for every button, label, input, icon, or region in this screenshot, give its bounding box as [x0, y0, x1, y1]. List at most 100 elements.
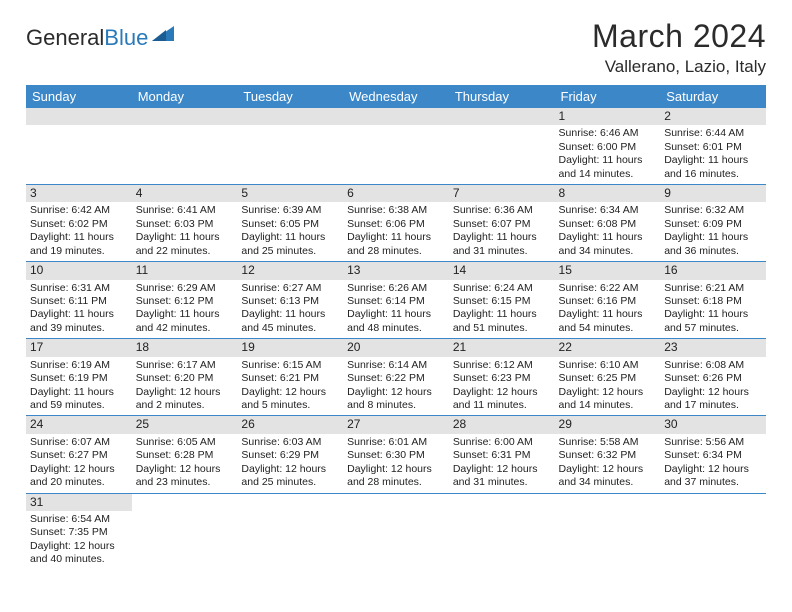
- sunset-line: Sunset: 6:29 PM: [241, 449, 339, 462]
- day-number: 4: [132, 185, 238, 202]
- daylight-line-1: Daylight: 12 hours: [241, 463, 339, 476]
- day-number-empty: [449, 108, 555, 125]
- calendar-table: SundayMondayTuesdayWednesdayThursdayFrid…: [26, 85, 766, 570]
- calendar-day-cell: 17Sunrise: 6:19 AMSunset: 6:19 PMDayligh…: [26, 339, 132, 416]
- daylight-line-1: Daylight: 12 hours: [347, 386, 445, 399]
- daylight-line-1: Daylight: 12 hours: [453, 463, 551, 476]
- sunrise-line: Sunrise: 6:44 AM: [664, 127, 762, 140]
- calendar-day-cell: 25Sunrise: 6:05 AMSunset: 6:28 PMDayligh…: [132, 416, 238, 493]
- sunset-line: Sunset: 6:05 PM: [241, 218, 339, 231]
- daylight-line-2: and 45 minutes.: [241, 322, 339, 335]
- daylight-line-2: and 2 minutes.: [136, 399, 234, 412]
- sunrise-line: Sunrise: 6:01 AM: [347, 436, 445, 449]
- daylight-line-1: Daylight: 11 hours: [559, 231, 657, 244]
- weekday-header: Wednesday: [343, 85, 449, 108]
- calendar-day-cell: [132, 493, 238, 570]
- day-number: 13: [343, 262, 449, 279]
- sunrise-line: Sunrise: 6:21 AM: [664, 282, 762, 295]
- daylight-line-2: and 28 minutes.: [347, 476, 445, 489]
- day-number: 19: [237, 339, 343, 356]
- daylight-line-1: Daylight: 11 hours: [664, 231, 762, 244]
- calendar-week-row: 10Sunrise: 6:31 AMSunset: 6:11 PMDayligh…: [26, 262, 766, 339]
- daylight-line-2: and 25 minutes.: [241, 245, 339, 258]
- calendar-day-cell: [26, 108, 132, 185]
- day-number: 22: [555, 339, 661, 356]
- daylight-line-1: Daylight: 12 hours: [136, 386, 234, 399]
- day-number: 20: [343, 339, 449, 356]
- daylight-line-1: Daylight: 11 hours: [664, 154, 762, 167]
- calendar-day-cell: 31Sunrise: 6:54 AMSunset: 7:35 PMDayligh…: [26, 493, 132, 570]
- daylight-line-1: Daylight: 11 hours: [347, 308, 445, 321]
- calendar-day-cell: 19Sunrise: 6:15 AMSunset: 6:21 PMDayligh…: [237, 339, 343, 416]
- daylight-line-1: Daylight: 12 hours: [559, 386, 657, 399]
- sunrise-line: Sunrise: 6:34 AM: [559, 204, 657, 217]
- calendar-day-cell: [555, 493, 661, 570]
- calendar-day-cell: [449, 108, 555, 185]
- daylight-line-2: and 40 minutes.: [30, 553, 128, 566]
- sunrise-line: Sunrise: 6:17 AM: [136, 359, 234, 372]
- daylight-line-1: Daylight: 12 hours: [453, 386, 551, 399]
- daylight-line-2: and 16 minutes.: [664, 168, 762, 181]
- daylight-line-1: Daylight: 12 hours: [241, 386, 339, 399]
- sunset-line: Sunset: 6:15 PM: [453, 295, 551, 308]
- calendar-day-cell: 10Sunrise: 6:31 AMSunset: 6:11 PMDayligh…: [26, 262, 132, 339]
- daylight-line-1: Daylight: 11 hours: [559, 308, 657, 321]
- daylight-line-1: Daylight: 12 hours: [664, 386, 762, 399]
- daylight-line-2: and 34 minutes.: [559, 245, 657, 258]
- weekday-header: Sunday: [26, 85, 132, 108]
- calendar-day-cell: [132, 108, 238, 185]
- calendar-day-cell: 14Sunrise: 6:24 AMSunset: 6:15 PMDayligh…: [449, 262, 555, 339]
- sunset-line: Sunset: 6:08 PM: [559, 218, 657, 231]
- daylight-line-2: and 19 minutes.: [30, 245, 128, 258]
- day-number: 28: [449, 416, 555, 433]
- sunset-line: Sunset: 6:23 PM: [453, 372, 551, 385]
- daylight-line-1: Daylight: 12 hours: [136, 463, 234, 476]
- calendar-week-row: 17Sunrise: 6:19 AMSunset: 6:19 PMDayligh…: [26, 339, 766, 416]
- day-number: 2: [660, 108, 766, 125]
- weekday-header: Monday: [132, 85, 238, 108]
- day-number-empty: [237, 108, 343, 125]
- day-number: 29: [555, 416, 661, 433]
- sunrise-line: Sunrise: 6:08 AM: [664, 359, 762, 372]
- sunrise-line: Sunrise: 6:05 AM: [136, 436, 234, 449]
- calendar-day-cell: 18Sunrise: 6:17 AMSunset: 6:20 PMDayligh…: [132, 339, 238, 416]
- sunrise-line: Sunrise: 6:27 AM: [241, 282, 339, 295]
- sunset-line: Sunset: 6:21 PM: [241, 372, 339, 385]
- daylight-line-2: and 20 minutes.: [30, 476, 128, 489]
- daylight-line-2: and 25 minutes.: [241, 476, 339, 489]
- day-number: 15: [555, 262, 661, 279]
- calendar-week-row: 3Sunrise: 6:42 AMSunset: 6:02 PMDaylight…: [26, 185, 766, 262]
- day-number: 30: [660, 416, 766, 433]
- sunrise-line: Sunrise: 6:03 AM: [241, 436, 339, 449]
- sunrise-line: Sunrise: 6:32 AM: [664, 204, 762, 217]
- daylight-line-2: and 23 minutes.: [136, 476, 234, 489]
- daylight-line-1: Daylight: 11 hours: [136, 308, 234, 321]
- sunrise-line: Sunrise: 6:12 AM: [453, 359, 551, 372]
- month-title: March 2024: [592, 18, 766, 55]
- day-number: 10: [26, 262, 132, 279]
- weekday-header: Friday: [555, 85, 661, 108]
- sunset-line: Sunset: 6:00 PM: [559, 141, 657, 154]
- daylight-line-2: and 22 minutes.: [136, 245, 234, 258]
- sunset-line: Sunset: 6:34 PM: [664, 449, 762, 462]
- calendar-day-cell: [449, 493, 555, 570]
- daylight-line-2: and 5 minutes.: [241, 399, 339, 412]
- day-number-empty: [26, 108, 132, 125]
- calendar-day-cell: 4Sunrise: 6:41 AMSunset: 6:03 PMDaylight…: [132, 185, 238, 262]
- sunset-line: Sunset: 6:11 PM: [30, 295, 128, 308]
- daylight-line-2: and 11 minutes.: [453, 399, 551, 412]
- calendar-day-cell: 29Sunrise: 5:58 AMSunset: 6:32 PMDayligh…: [555, 416, 661, 493]
- sunset-line: Sunset: 6:01 PM: [664, 141, 762, 154]
- sunset-line: Sunset: 6:25 PM: [559, 372, 657, 385]
- calendar-day-cell: [343, 108, 449, 185]
- sunrise-line: Sunrise: 6:00 AM: [453, 436, 551, 449]
- calendar-day-cell: 2 Sunrise: 6:44 AMSunset: 6:01 PMDaylight…: [660, 108, 766, 185]
- title-block: March 2024 Vallerano, Lazio, Italy: [592, 18, 766, 77]
- daylight-line-2: and 8 minutes.: [347, 399, 445, 412]
- calendar-day-cell: 8Sunrise: 6:34 AMSunset: 6:08 PMDaylight…: [555, 185, 661, 262]
- brand-part1: General: [26, 25, 104, 51]
- calendar-day-cell: 16Sunrise: 6:21 AMSunset: 6:18 PMDayligh…: [660, 262, 766, 339]
- day-number: 6: [343, 185, 449, 202]
- sunrise-line: Sunrise: 5:58 AM: [559, 436, 657, 449]
- calendar-day-cell: 9Sunrise: 6:32 AMSunset: 6:09 PMDaylight…: [660, 185, 766, 262]
